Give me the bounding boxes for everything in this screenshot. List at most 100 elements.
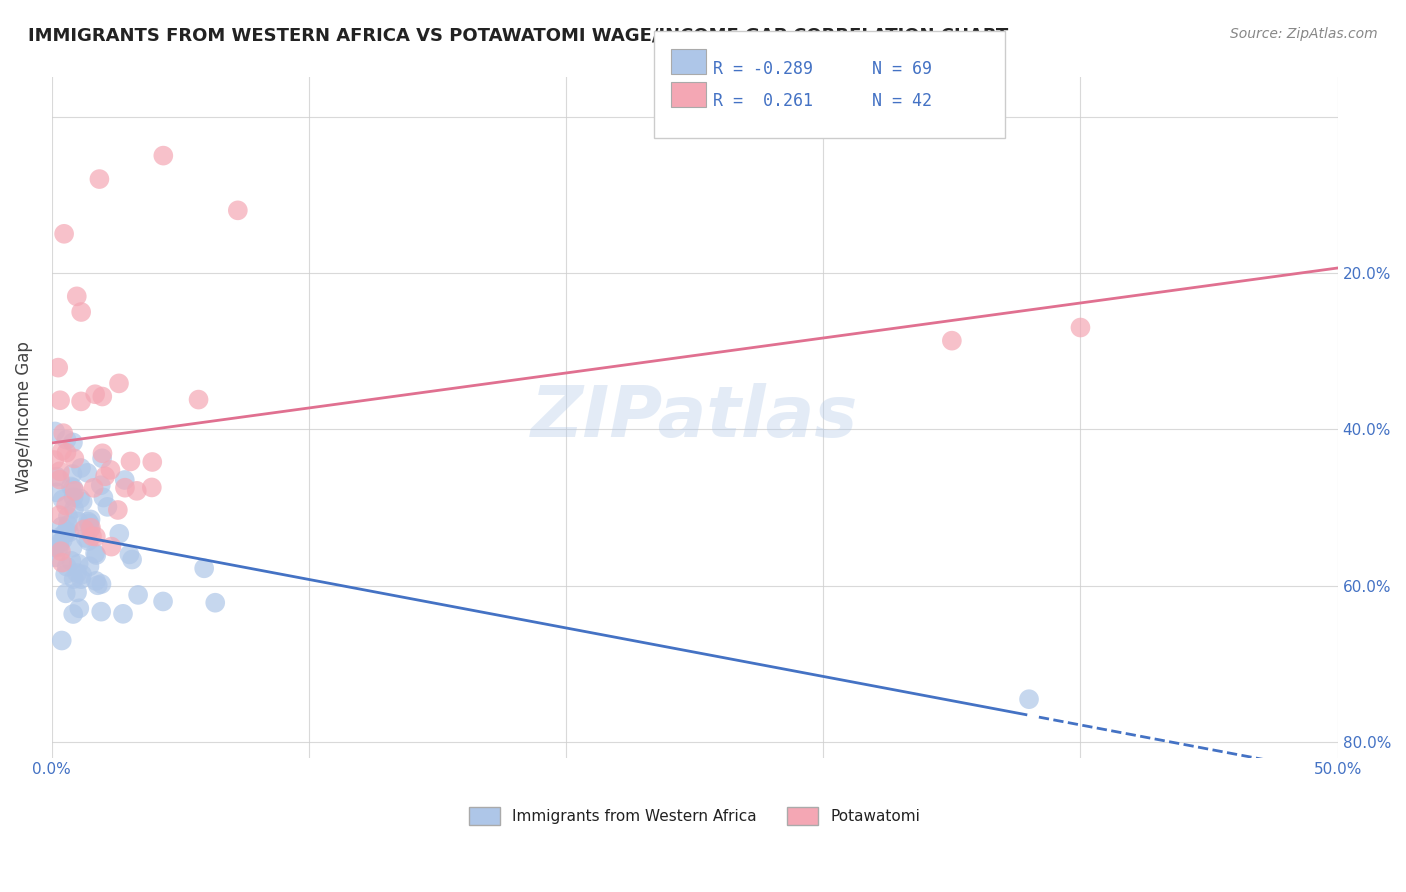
Text: ZIPatlas: ZIPatlas <box>531 383 859 452</box>
Point <box>152 148 174 162</box>
Point <box>91 446 114 460</box>
Point <box>107 503 129 517</box>
Point <box>44 453 66 467</box>
Point <box>141 455 163 469</box>
Point <box>62 541 84 555</box>
Point <box>48 536 70 550</box>
Point <box>77 533 100 548</box>
Point <box>49 464 72 478</box>
Point <box>84 548 107 562</box>
Point <box>62 572 84 586</box>
Text: IMMIGRANTS FROM WESTERN AFRICA VS POTAWATOMI WAGE/INCOME GAP CORRELATION CHART: IMMIGRANTS FROM WESTERN AFRICA VS POTAWA… <box>28 27 1008 45</box>
Point <box>66 566 89 581</box>
Point <box>79 516 101 531</box>
Text: N = 69: N = 69 <box>872 60 932 78</box>
Point <box>89 172 111 186</box>
Point <box>108 376 131 391</box>
Point <box>55 433 77 447</box>
Point <box>79 559 101 574</box>
Point <box>120 454 142 468</box>
Point <box>94 469 117 483</box>
Point <box>941 334 963 348</box>
Point <box>55 586 77 600</box>
Point <box>67 557 90 571</box>
Text: N = 42: N = 42 <box>872 92 932 110</box>
Point <box>70 461 93 475</box>
Point <box>44 425 66 439</box>
Point <box>84 530 107 544</box>
Point <box>52 533 75 547</box>
Point <box>53 227 76 241</box>
Point <box>84 387 107 401</box>
Point <box>56 509 79 524</box>
Point <box>1018 692 1040 706</box>
Point <box>62 607 84 621</box>
Point <box>204 596 226 610</box>
Point <box>56 518 79 533</box>
Point <box>45 485 67 500</box>
Point <box>59 479 82 493</box>
Point <box>108 526 131 541</box>
Point <box>114 481 136 495</box>
Point <box>66 289 89 303</box>
Point <box>55 525 77 540</box>
Point <box>46 360 69 375</box>
Point <box>62 435 84 450</box>
Point <box>48 508 70 522</box>
Point <box>44 541 66 555</box>
Point <box>51 443 73 458</box>
Point <box>48 540 70 554</box>
Point <box>90 577 112 591</box>
Point <box>55 499 77 513</box>
Point <box>53 525 76 540</box>
Point <box>72 495 94 509</box>
Point <box>76 466 98 480</box>
Point <box>90 605 112 619</box>
Point <box>79 512 101 526</box>
Point <box>152 594 174 608</box>
Point <box>62 491 84 505</box>
Point <box>49 393 72 408</box>
Text: R =  0.261: R = 0.261 <box>713 92 813 110</box>
Point <box>60 554 83 568</box>
Point <box>62 481 84 495</box>
Point <box>121 552 143 566</box>
Point <box>55 445 77 459</box>
Point <box>51 519 73 533</box>
Point <box>58 525 80 540</box>
Point <box>63 501 86 516</box>
Point <box>75 531 97 545</box>
Legend: Immigrants from Western Africa, Potawatomi: Immigrants from Western Africa, Potawato… <box>464 801 927 831</box>
Text: Source: ZipAtlas.com: Source: ZipAtlas.com <box>1230 27 1378 41</box>
Point <box>141 480 163 494</box>
Point <box>51 556 73 570</box>
Point <box>44 550 66 565</box>
Point <box>127 588 149 602</box>
Point <box>51 492 73 507</box>
Point <box>93 491 115 505</box>
Point <box>83 481 105 495</box>
Point <box>80 529 103 543</box>
Point <box>226 203 249 218</box>
Point <box>187 392 209 407</box>
Point <box>70 394 93 409</box>
Point <box>100 540 122 554</box>
Point <box>80 521 103 535</box>
Point <box>45 469 67 483</box>
Point <box>49 530 72 544</box>
Point <box>84 574 107 588</box>
Point <box>53 567 76 582</box>
Point <box>84 546 107 560</box>
Point <box>91 390 114 404</box>
Point <box>79 522 101 536</box>
Point <box>63 483 86 498</box>
Point <box>193 561 215 575</box>
Point <box>91 451 114 466</box>
Point <box>66 585 89 599</box>
Point <box>51 633 73 648</box>
Point <box>69 491 91 506</box>
Point <box>70 567 93 582</box>
Point <box>63 451 86 466</box>
Point <box>49 544 72 558</box>
Point <box>125 483 148 498</box>
